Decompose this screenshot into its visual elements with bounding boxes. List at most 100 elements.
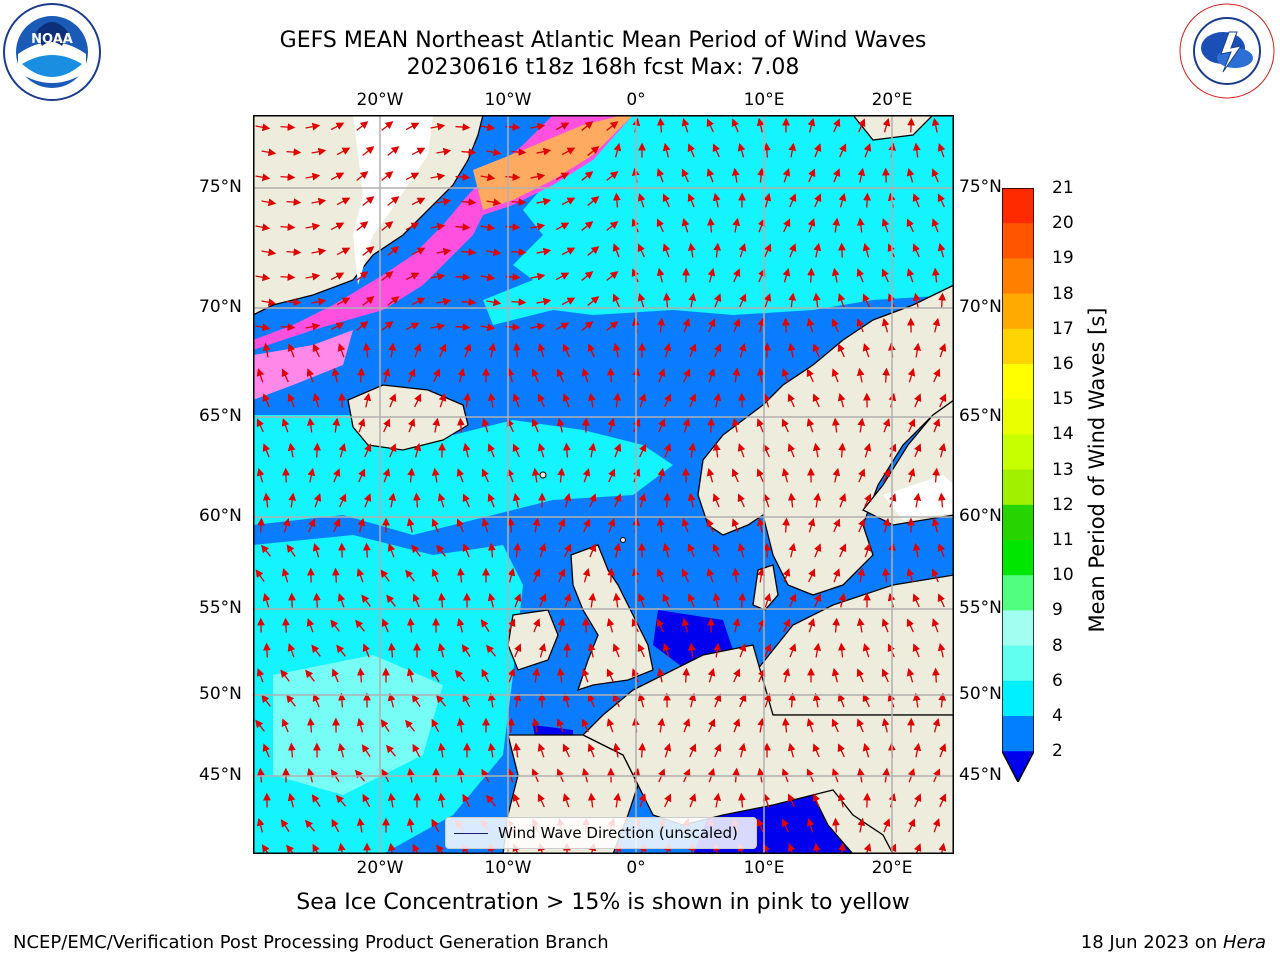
wave-direction-arrow xyxy=(589,543,597,558)
wave-direction-arrow xyxy=(662,193,670,208)
wave-direction-arrow xyxy=(862,343,871,358)
wave-direction-arrow xyxy=(512,393,521,408)
wave-direction-arrow xyxy=(912,593,920,608)
colorbar-tick-label: 10 xyxy=(1052,565,1074,586)
wave-direction-arrow xyxy=(656,517,665,533)
wave-direction-arrow xyxy=(387,146,400,156)
wave-direction-arrow xyxy=(683,768,691,783)
wave-direction-arrow xyxy=(463,392,472,408)
wave-direction-arrow xyxy=(532,517,541,533)
wave-direction-arrow xyxy=(662,593,670,608)
wave-direction-arrow xyxy=(313,493,322,508)
wave-direction-arrow xyxy=(337,593,346,608)
wave-direction-arrow xyxy=(263,642,271,658)
wave-direction-arrow xyxy=(537,743,546,758)
wave-direction-arrow xyxy=(311,644,321,657)
lat-tick-left-50n: 50°N xyxy=(199,684,242,704)
wave-direction-arrow xyxy=(788,142,797,158)
wave-direction-arrow xyxy=(537,343,546,358)
colorbar-band xyxy=(1002,223,1034,259)
wave-direction-arrow xyxy=(587,693,595,708)
wave-direction-arrow xyxy=(512,793,521,808)
wave-direction-arrow xyxy=(388,492,397,508)
wave-direction-arrow xyxy=(812,393,820,408)
wave-direction-arrow xyxy=(637,593,646,608)
wave-direction-arrow xyxy=(763,293,772,308)
wave-direction-arrow xyxy=(737,493,745,508)
wave-direction-arrow xyxy=(756,418,765,433)
wave-direction-arrow xyxy=(487,592,496,608)
wave-direction-arrow xyxy=(706,467,715,483)
wave-direction-arrow xyxy=(764,243,772,258)
wave-direction-arrow xyxy=(807,117,816,133)
wave-direction-arrow xyxy=(336,197,351,206)
wave-direction-arrow xyxy=(812,442,821,458)
wave-direction-arrow xyxy=(856,617,865,633)
wave-direction-arrow xyxy=(714,743,722,758)
wave-direction-arrow xyxy=(437,642,446,658)
wave-direction-arrow xyxy=(563,593,572,608)
wave-direction-arrow xyxy=(663,342,672,358)
colorbar-tick-label: 14 xyxy=(1052,424,1074,445)
wave-direction-arrow xyxy=(405,569,415,582)
wave-direction-arrow xyxy=(587,392,596,408)
wave-direction-arrow xyxy=(881,218,890,233)
wave-direction-arrow xyxy=(556,417,565,433)
wave-direction-arrow xyxy=(812,793,820,808)
wave-direction-arrow xyxy=(486,298,502,307)
wave-direction-arrow xyxy=(431,718,440,733)
wave-direction-arrow xyxy=(562,743,570,758)
wave-direction-arrow xyxy=(406,767,415,783)
wave-direction-arrow xyxy=(757,717,766,733)
colorbar-band xyxy=(1002,469,1034,506)
wave-direction-arrow xyxy=(405,222,420,231)
wave-direction-arrow xyxy=(357,367,365,383)
sea-ice-note: Sea Ice Concentration > 15% is shown in … xyxy=(296,890,910,915)
wave-direction-arrow xyxy=(361,744,371,757)
wave-direction-arrow xyxy=(856,767,865,783)
colorbar-band xyxy=(1002,716,1034,752)
wave-direction-arrow xyxy=(656,117,665,133)
wave-direction-arrow xyxy=(556,718,565,733)
wave-direction-arrow xyxy=(806,817,815,833)
wave-direction-arrow xyxy=(436,544,446,557)
wave-direction-arrow xyxy=(431,467,440,483)
legend-line-icon xyxy=(454,832,488,834)
wave-direction-arrow xyxy=(781,368,790,383)
wave-direction-arrow xyxy=(732,767,741,783)
wave-direction-arrow xyxy=(689,343,697,358)
wave-direction-arrow xyxy=(311,794,321,807)
wave-direction-arrow xyxy=(707,368,716,383)
wave-direction-arrow xyxy=(831,368,840,383)
wave-direction-arrow xyxy=(485,794,497,807)
wave-direction-arrow xyxy=(689,393,697,408)
wave-direction-arrow xyxy=(606,617,615,633)
wave-direction-arrow xyxy=(462,442,471,458)
wave-direction-arrow xyxy=(932,717,941,733)
wave-direction-arrow xyxy=(362,793,371,808)
wave-direction-arrow xyxy=(856,718,864,733)
wave-direction-arrow xyxy=(332,567,340,583)
wave-direction-arrow xyxy=(682,667,690,683)
wave-direction-arrow xyxy=(381,768,390,783)
wave-direction-arrow xyxy=(581,271,594,281)
wave-direction-arrow xyxy=(932,667,940,683)
wave-direction-arrow xyxy=(356,121,369,131)
wave-direction-arrow xyxy=(556,667,565,683)
wave-direction-arrow xyxy=(687,143,695,158)
wave-direction-arrow xyxy=(782,667,791,683)
wave-direction-arrow xyxy=(739,293,747,308)
wave-direction-arrow xyxy=(858,468,866,483)
colorbar-band xyxy=(1002,258,1034,295)
wave-direction-arrow xyxy=(407,467,416,483)
wave-direction-arrow xyxy=(739,693,747,708)
wave-direction-arrow xyxy=(286,198,302,207)
wave-direction-arrow xyxy=(430,122,446,131)
wave-direction-arrow xyxy=(708,718,716,733)
wave-direction-arrow xyxy=(481,518,490,533)
wave-direction-arrow xyxy=(555,172,570,181)
wave-direction-arrow xyxy=(407,418,416,433)
wave-direction-arrow xyxy=(731,518,740,533)
colorbar-band xyxy=(1002,504,1034,541)
wave-direction-arrow xyxy=(814,593,822,608)
